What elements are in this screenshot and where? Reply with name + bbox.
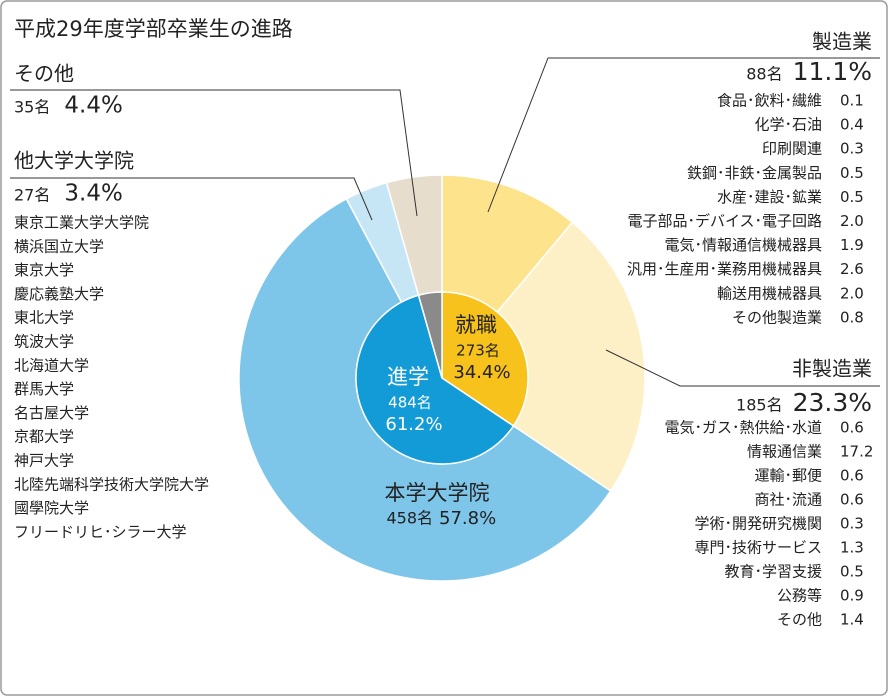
leader-line	[605, 349, 880, 387]
breakdown-name: 食品･飲料･繊維	[717, 92, 822, 110]
chart-title: 平成29年度学部卒業生の進路	[14, 17, 293, 41]
school-name: 東京大学	[14, 261, 74, 279]
segment-percent: 34.4%	[453, 362, 510, 383]
segment-name: 就職	[455, 313, 497, 337]
breakdown-value: 0.1	[840, 92, 864, 110]
segment-count: 484名	[388, 394, 432, 412]
breakdown-name: 化学･石油	[754, 116, 822, 134]
breakdown-value: 0.8	[840, 308, 864, 326]
breakdown-name: 電気･情報通信機械器具	[664, 236, 822, 254]
breakdown-value: 1.4	[840, 611, 864, 629]
breakdown-value: 0.3	[840, 140, 864, 158]
leader-line	[487, 57, 880, 213]
breakdown-value: 2.0	[840, 284, 864, 302]
segment-percent: 4.4%	[64, 93, 122, 119]
breakdown-value: 2.0	[840, 212, 864, 230]
breakdown-name: 学術･開発研究機関	[694, 515, 822, 533]
school-name: 神戸大学	[14, 452, 74, 470]
segment-count: 88名	[746, 65, 782, 84]
breakdown-name: 情報通信業	[747, 443, 822, 461]
segment-name: 非製造業	[792, 357, 872, 381]
breakdown-value: 0.5	[840, 164, 864, 182]
breakdown-value: 2.6	[840, 260, 864, 278]
breakdown-name: 輸送用機械器具	[717, 284, 822, 302]
school-name: フリードリヒ･シラー大学	[14, 523, 187, 541]
breakdown-name: その他製造業	[732, 308, 822, 326]
school-name: 北陸先端科学技術大学院大学	[14, 475, 209, 493]
segment-name: その他	[14, 62, 74, 86]
school-name: 名古屋大学	[14, 404, 89, 422]
segment-name: 製造業	[812, 30, 872, 54]
segment-name: 進学	[387, 365, 429, 389]
breakdown-value: 0.6	[840, 467, 864, 485]
school-name: 京都大学	[14, 428, 74, 446]
school-name: 群馬大学	[14, 380, 74, 398]
breakdown-name: 商社･流通	[754, 491, 822, 509]
school-name: 横浜国立大学	[14, 237, 104, 255]
breakdown-name: 教育･学習支援	[724, 563, 822, 581]
school-name: 北海道大学	[14, 356, 89, 374]
breakdown-value: 0.5	[840, 563, 864, 581]
segment-count: 273名	[456, 342, 500, 360]
inner-slice	[355, 294, 515, 465]
segment-count: 185名	[736, 396, 783, 415]
segment-percent: 23.3%	[793, 388, 872, 417]
breakdown-name: 水産･建設･鉱業	[717, 188, 822, 206]
leader-line	[10, 177, 373, 221]
segment-count: 35名	[14, 98, 50, 117]
breakdown-name: 電気･ガス･熱供給･水道	[664, 419, 822, 437]
segment-name: 他大学大学院	[14, 149, 134, 173]
segment-percent: 61.2%	[385, 414, 442, 435]
breakdown-name: 鉄鋼･非鉄･金属製品	[687, 164, 822, 182]
breakdown-name: 公務等	[777, 587, 822, 605]
breakdown-value: 0.3	[840, 515, 864, 533]
breakdown-value: 0.9	[840, 587, 864, 605]
school-name: 國學院大学	[14, 499, 89, 517]
segment-percent: 3.4%	[64, 181, 122, 207]
leader-line	[10, 89, 418, 217]
inner-slice	[417, 291, 443, 379]
breakdown-value: 1.3	[840, 539, 864, 557]
breakdown-name: 電子部品･デバイス･電子回路	[627, 212, 822, 230]
breakdown-value: 0.4	[840, 116, 864, 134]
breakdown-name: その他	[777, 611, 822, 629]
segment-percent: 11.1%	[793, 57, 872, 86]
breakdown-name: 汎用･生産用･業務用機械器具	[627, 260, 822, 278]
school-name: 東北大学	[14, 309, 74, 327]
segment-count: 27名	[14, 186, 50, 205]
segment-percent: 57.8%	[439, 508, 496, 529]
breakdown-name: 運輸･郵便	[754, 467, 822, 485]
school-name: 慶応義塾大学	[14, 285, 104, 303]
segment-name: 本学大学院	[385, 481, 490, 505]
school-name: 東京工業大学大学院	[14, 214, 149, 232]
school-name: 筑波大学	[14, 333, 74, 351]
breakdown-value: 17.2	[840, 443, 873, 461]
breakdown-value: 0.6	[840, 419, 864, 437]
inner-slice	[441, 291, 529, 427]
breakdown-value: 1.9	[840, 236, 864, 254]
breakdown-value: 0.5	[840, 188, 864, 206]
breakdown-name: 専門･技術サービス	[694, 539, 822, 557]
breakdown-value: 0.6	[840, 491, 864, 509]
segment-count: 458名	[386, 509, 433, 528]
breakdown-name: 印刷関連	[762, 140, 822, 158]
